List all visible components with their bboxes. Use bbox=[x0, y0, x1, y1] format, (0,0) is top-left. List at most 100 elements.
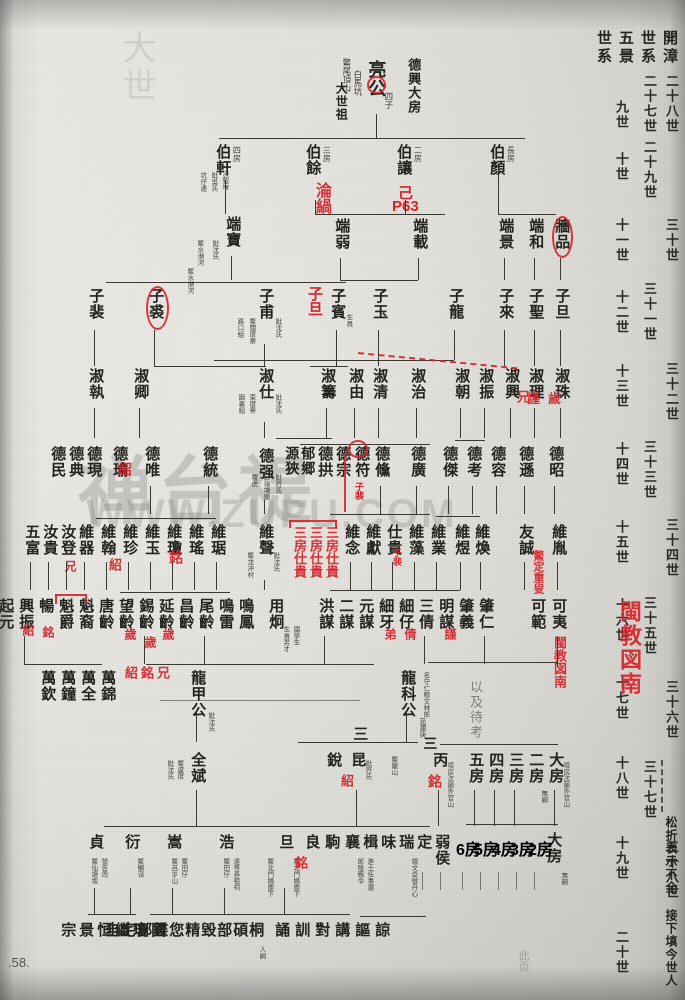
person-mingfeng[interactable]: 鳴鳳 bbox=[237, 598, 256, 630]
person-changling[interactable]: 昌齡 bbox=[177, 598, 196, 630]
person-weiye[interactable]: 維業 bbox=[429, 524, 448, 556]
person-dexun[interactable]: 德遜 bbox=[517, 446, 536, 478]
person-weihuan[interactable]: 維煥 bbox=[473, 524, 492, 556]
person-kun[interactable]: 昆 bbox=[349, 752, 368, 768]
person-weisheng[interactable]: 維聲 bbox=[257, 524, 276, 556]
person-shuchao[interactable]: 淑朝 bbox=[453, 368, 472, 400]
person-zhai-20[interactable]: 宅 bbox=[119, 922, 138, 938]
person-ziyu[interactable]: 子玉 bbox=[371, 288, 390, 320]
person-ermou[interactable]: 二謀 bbox=[337, 598, 356, 630]
person-yan-19[interactable]: 衍 bbox=[123, 834, 142, 850]
person-wanzhong[interactable]: 萬鐘 bbox=[59, 670, 78, 702]
person-longke-gong[interactable]: 龍科公 bbox=[399, 670, 418, 718]
person-liang-gong[interactable]: 亮公 bbox=[365, 60, 387, 98]
person-dewei[interactable]: 德唯 bbox=[143, 446, 162, 478]
person-qiyuan[interactable]: 起元 bbox=[0, 598, 16, 630]
person-tangling[interactable]: 唐齡 bbox=[97, 598, 116, 630]
person-deguang[interactable]: 德廣 bbox=[409, 446, 428, 478]
person-hongmou[interactable]: 洪謀 bbox=[317, 598, 336, 630]
person-shuzhi2[interactable]: 淑執 bbox=[87, 368, 106, 400]
person-qiangpin[interactable]: 牆品 bbox=[553, 218, 572, 250]
person-kuiyi[interactable]: 魁裔 bbox=[77, 598, 96, 630]
person-duanruo[interactable]: 端弱 bbox=[333, 218, 352, 250]
person-sanfang-18[interactable]: 三房 bbox=[507, 752, 526, 784]
person-dafang-18[interactable]: 大房 bbox=[547, 752, 566, 784]
person-rudeng[interactable]: 汝登 bbox=[59, 524, 78, 556]
person-ding[interactable]: 定 bbox=[415, 834, 434, 850]
person-wanjin[interactable]: 萬錦 bbox=[99, 670, 118, 702]
person-yuxiang[interactable]: 郁郷 bbox=[299, 446, 316, 476]
person-fang4-num[interactable]: 4房 bbox=[492, 842, 517, 859]
person-ji-20[interactable]: 繼 bbox=[113, 922, 132, 938]
person-liang-19[interactable]: 良 bbox=[303, 834, 322, 850]
person-yuanxia[interactable]: 源狹 bbox=[283, 446, 300, 476]
person-shuzhen[interactable]: 淑振 bbox=[477, 368, 496, 400]
person-keyi[interactable]: 可夷 bbox=[550, 598, 569, 630]
person-heng-20[interactable]: 恒 bbox=[95, 922, 114, 938]
person-shuzhu[interactable]: 淑珠 bbox=[553, 368, 572, 400]
person-boyu[interactable]: 伯餘 bbox=[304, 144, 323, 176]
person-erfang-18[interactable]: 二房 bbox=[527, 752, 546, 784]
person-rui[interactable]: 銳 bbox=[325, 752, 344, 768]
person-fang3-num[interactable]: 3房 bbox=[510, 842, 535, 859]
person-ou-20[interactable]: 謳 bbox=[353, 922, 372, 938]
person-guo-20[interactable]: 國 bbox=[149, 922, 168, 938]
person-degong[interactable]: 德拱 bbox=[316, 446, 335, 478]
person-zibin[interactable]: 子賓 bbox=[329, 288, 348, 320]
person-dejie[interactable]: 德傑 bbox=[441, 446, 460, 478]
person-zilai[interactable]: 子來 bbox=[497, 288, 516, 320]
person-wangling[interactable]: 望齡 bbox=[117, 598, 136, 630]
person-wufu[interactable]: 五富 bbox=[23, 524, 42, 556]
person-derong[interactable]: 德容 bbox=[489, 446, 508, 478]
person-liang-20[interactable]: 諒 bbox=[373, 922, 392, 938]
person-dafang-19[interactable]: 大房 bbox=[545, 832, 564, 864]
person-weinian[interactable]: 維念 bbox=[343, 524, 362, 556]
person-weiqi[interactable]: 維器 bbox=[77, 524, 96, 556]
person-kefan[interactable]: 可範 bbox=[529, 598, 548, 630]
person-yuanmou[interactable]: 元謀 bbox=[357, 598, 376, 630]
person-zifu[interactable]: 子甫 bbox=[257, 288, 276, 320]
person-rui-19[interactable]: 瑞 bbox=[397, 834, 416, 850]
person-dezhao[interactable]: 德昭 bbox=[547, 446, 566, 478]
person-xiang-19[interactable]: 襄 bbox=[343, 834, 362, 850]
person-dan-19[interactable]: 旦 bbox=[277, 834, 296, 850]
person-dekao[interactable]: 德考 bbox=[465, 446, 484, 478]
person-chang[interactable]: 暢 bbox=[37, 598, 56, 614]
person-wufang-18[interactable]: 五房 bbox=[467, 752, 486, 784]
person-ye-20[interactable]: 鍱 bbox=[151, 922, 170, 938]
person-fang5-num[interactable]: 5房 bbox=[474, 842, 499, 859]
person-gui-20[interactable]: 圭 bbox=[103, 922, 122, 938]
person-song-19[interactable]: 嵩 bbox=[165, 834, 184, 850]
person-shuxing[interactable]: 淑興 bbox=[503, 368, 522, 400]
person-dedian[interactable]: 德典 bbox=[67, 446, 86, 478]
person-demin[interactable]: 德民 bbox=[49, 446, 68, 478]
person-detong[interactable]: 德統 bbox=[201, 446, 220, 478]
person-jiang-20[interactable]: 講 bbox=[333, 922, 352, 938]
person-weizhen[interactable]: 維珍 bbox=[121, 524, 140, 556]
person-nin-20[interactable]: 您 bbox=[167, 922, 186, 938]
person-weiyu2[interactable]: 維玉 bbox=[143, 524, 162, 556]
person-youcheng[interactable]: 友誠 bbox=[517, 524, 536, 556]
person-shuli[interactable]: 淑理 bbox=[527, 368, 546, 400]
person-mingmou[interactable]: 明謀 bbox=[437, 598, 456, 630]
person-duanbao[interactable]: 端寶 bbox=[224, 216, 243, 248]
person-weiyu[interactable]: 維煜 bbox=[453, 524, 472, 556]
person-hui-20[interactable]: 毀 bbox=[199, 922, 218, 938]
person-xiling[interactable]: 錫齡 bbox=[137, 598, 156, 630]
person-shuo-20[interactable]: 碩 bbox=[231, 922, 250, 938]
person-zhaoyi[interactable]: 肇義 bbox=[457, 598, 476, 630]
person-weiqiong[interactable]: 維瓊 bbox=[165, 524, 184, 556]
person-jing-20[interactable]: 精 bbox=[183, 922, 202, 938]
person-bu-20[interactable]: 部 bbox=[215, 922, 234, 938]
person-weiling[interactable]: 尾齡 bbox=[197, 598, 216, 630]
person-qiong-20[interactable]: 瓊 bbox=[131, 922, 150, 938]
person-xiya[interactable]: 細牙 bbox=[377, 598, 396, 630]
person-zipei[interactable]: 子裴 bbox=[87, 288, 106, 320]
person-shuchou[interactable]: 淑籌 bbox=[319, 368, 338, 400]
person-shushi[interactable]: 淑仕 bbox=[257, 368, 276, 400]
person-ruohou[interactable]: 弱侯 bbox=[433, 834, 452, 866]
person-xingzhen[interactable]: 興振 bbox=[17, 598, 36, 630]
person-shuqingb[interactable]: 淑卿 bbox=[132, 368, 151, 400]
person-shigui[interactable]: 仕貴 bbox=[385, 524, 404, 556]
person-boyan[interactable]: 伯顏 bbox=[488, 144, 507, 176]
